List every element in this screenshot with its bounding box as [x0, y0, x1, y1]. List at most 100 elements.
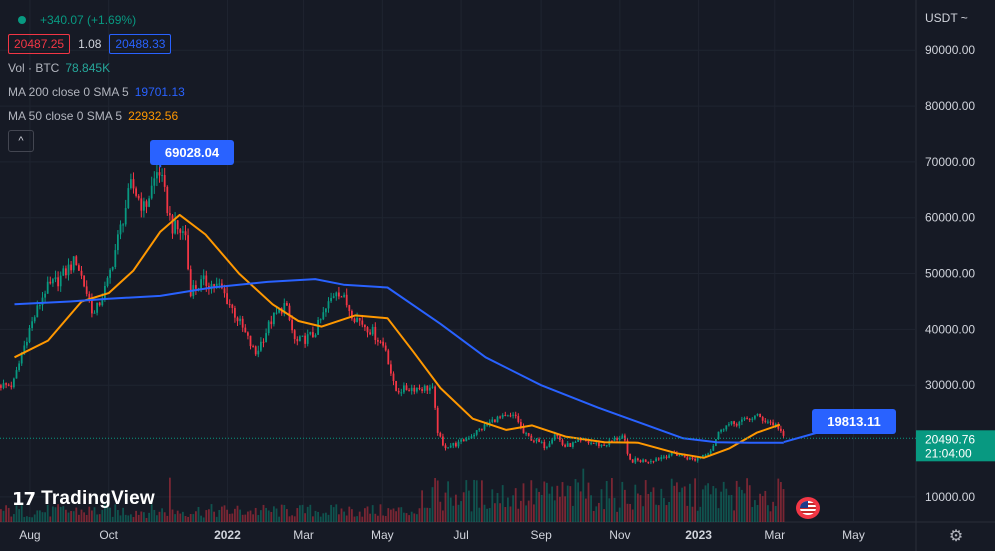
bid-ask-row: 20487.25 1.08 20488.33 — [8, 34, 268, 54]
volume-bar — [683, 486, 686, 522]
candle-body — [301, 335, 304, 337]
volume-bar — [564, 496, 566, 522]
candle-body — [769, 421, 772, 423]
volume-bar — [96, 514, 98, 522]
countdown-label: 21:04:00 — [925, 446, 972, 460]
candle-body — [478, 428, 481, 431]
volume-bar — [98, 514, 101, 522]
volume-bar — [65, 509, 67, 522]
volume-bar — [647, 493, 650, 522]
currency-selector[interactable]: USDT ~ — [925, 11, 968, 25]
volume-legend[interactable]: Vol · BTC 78.845K — [8, 58, 268, 78]
candle-body — [54, 277, 57, 280]
volume-bar — [426, 507, 429, 522]
candle-body — [5, 383, 7, 385]
y-tick-label: 70000.00 — [925, 155, 975, 169]
candle-body — [369, 332, 371, 335]
candle-body — [202, 275, 205, 280]
candle-body — [304, 335, 306, 344]
volume-bar — [317, 511, 319, 522]
candle-body — [306, 334, 309, 344]
volume-bar — [280, 504, 283, 522]
volume-bar — [130, 514, 132, 522]
volume-bar — [200, 515, 202, 522]
candle-body — [663, 456, 665, 458]
volume-bar — [720, 491, 722, 522]
volume-bar — [444, 492, 447, 522]
volume-bar — [608, 498, 611, 522]
candle-body — [371, 326, 374, 335]
candle-body — [62, 268, 65, 276]
candle-body — [215, 283, 218, 287]
volume-bar — [93, 507, 96, 522]
candle-body — [475, 430, 478, 435]
x-tick-label: Jul — [453, 528, 468, 542]
candle-body — [270, 321, 273, 325]
tradingview-logo[interactable]: 17 TradingView — [12, 488, 155, 510]
volume-bar — [361, 516, 364, 522]
candle-body — [249, 335, 252, 347]
candle-body — [163, 175, 166, 187]
candle-body — [725, 425, 728, 430]
volume-bar — [691, 506, 694, 522]
volume-bar — [769, 511, 772, 522]
ma50-legend[interactable]: MA 50 close 0 SMA 5 22932.56 — [8, 106, 268, 126]
volume-bar — [31, 517, 33, 522]
volume-bar — [109, 507, 111, 522]
candle-body — [330, 297, 332, 302]
volume-bar — [397, 507, 400, 522]
candle-body — [244, 327, 247, 333]
candle-body — [101, 298, 104, 306]
collapse-icon[interactable]: ^ — [8, 130, 34, 152]
candle-body — [67, 264, 70, 276]
volume-bar — [678, 492, 681, 522]
gear-icon[interactable]: ⚙ — [948, 528, 964, 545]
candle-body — [499, 416, 501, 418]
candle-body — [702, 454, 704, 458]
volume-bar — [611, 478, 613, 522]
candle-body — [533, 440, 535, 442]
candle-body — [551, 439, 553, 444]
volume-bar — [572, 505, 574, 522]
candle-body — [400, 392, 403, 394]
flag-icon[interactable] — [796, 497, 820, 519]
buy-price[interactable]: 20488.33 — [109, 34, 172, 54]
candle-body — [665, 456, 668, 458]
sell-price[interactable]: 20487.25 — [8, 34, 71, 54]
candle-body — [468, 438, 470, 440]
volume-bar — [215, 516, 218, 522]
volume-bar — [595, 506, 598, 522]
candle-body — [605, 445, 608, 447]
candle-body — [483, 424, 486, 430]
candle-body — [494, 419, 496, 423]
volume-bar — [439, 501, 442, 522]
candle-body — [717, 431, 720, 440]
volume-bar — [319, 516, 322, 522]
candle-body — [421, 389, 423, 391]
volume-bar — [400, 507, 403, 522]
volume-bar — [387, 508, 390, 522]
candle-body — [509, 415, 512, 417]
volume-bar — [330, 504, 332, 522]
candle-body — [44, 293, 46, 298]
candle-body — [577, 439, 579, 442]
candle-body — [384, 345, 387, 351]
volume-bar — [764, 490, 767, 522]
candle-body — [709, 450, 712, 454]
volume-bar — [748, 485, 751, 522]
volume-bar — [163, 512, 166, 522]
candle-body — [218, 283, 221, 285]
volume-bar — [722, 481, 725, 522]
candle-body — [49, 281, 52, 284]
volume-bar — [535, 488, 538, 522]
volume-bar — [579, 491, 582, 522]
candle-body — [257, 350, 260, 355]
volume-bar — [499, 503, 501, 522]
candle-body — [561, 440, 564, 445]
candle-body — [317, 319, 319, 335]
ma200-legend[interactable]: MA 200 close 0 SMA 5 19701.13 — [8, 82, 268, 102]
candle-body — [517, 416, 520, 423]
volume-bar — [772, 501, 774, 522]
volume-bar — [421, 490, 423, 522]
